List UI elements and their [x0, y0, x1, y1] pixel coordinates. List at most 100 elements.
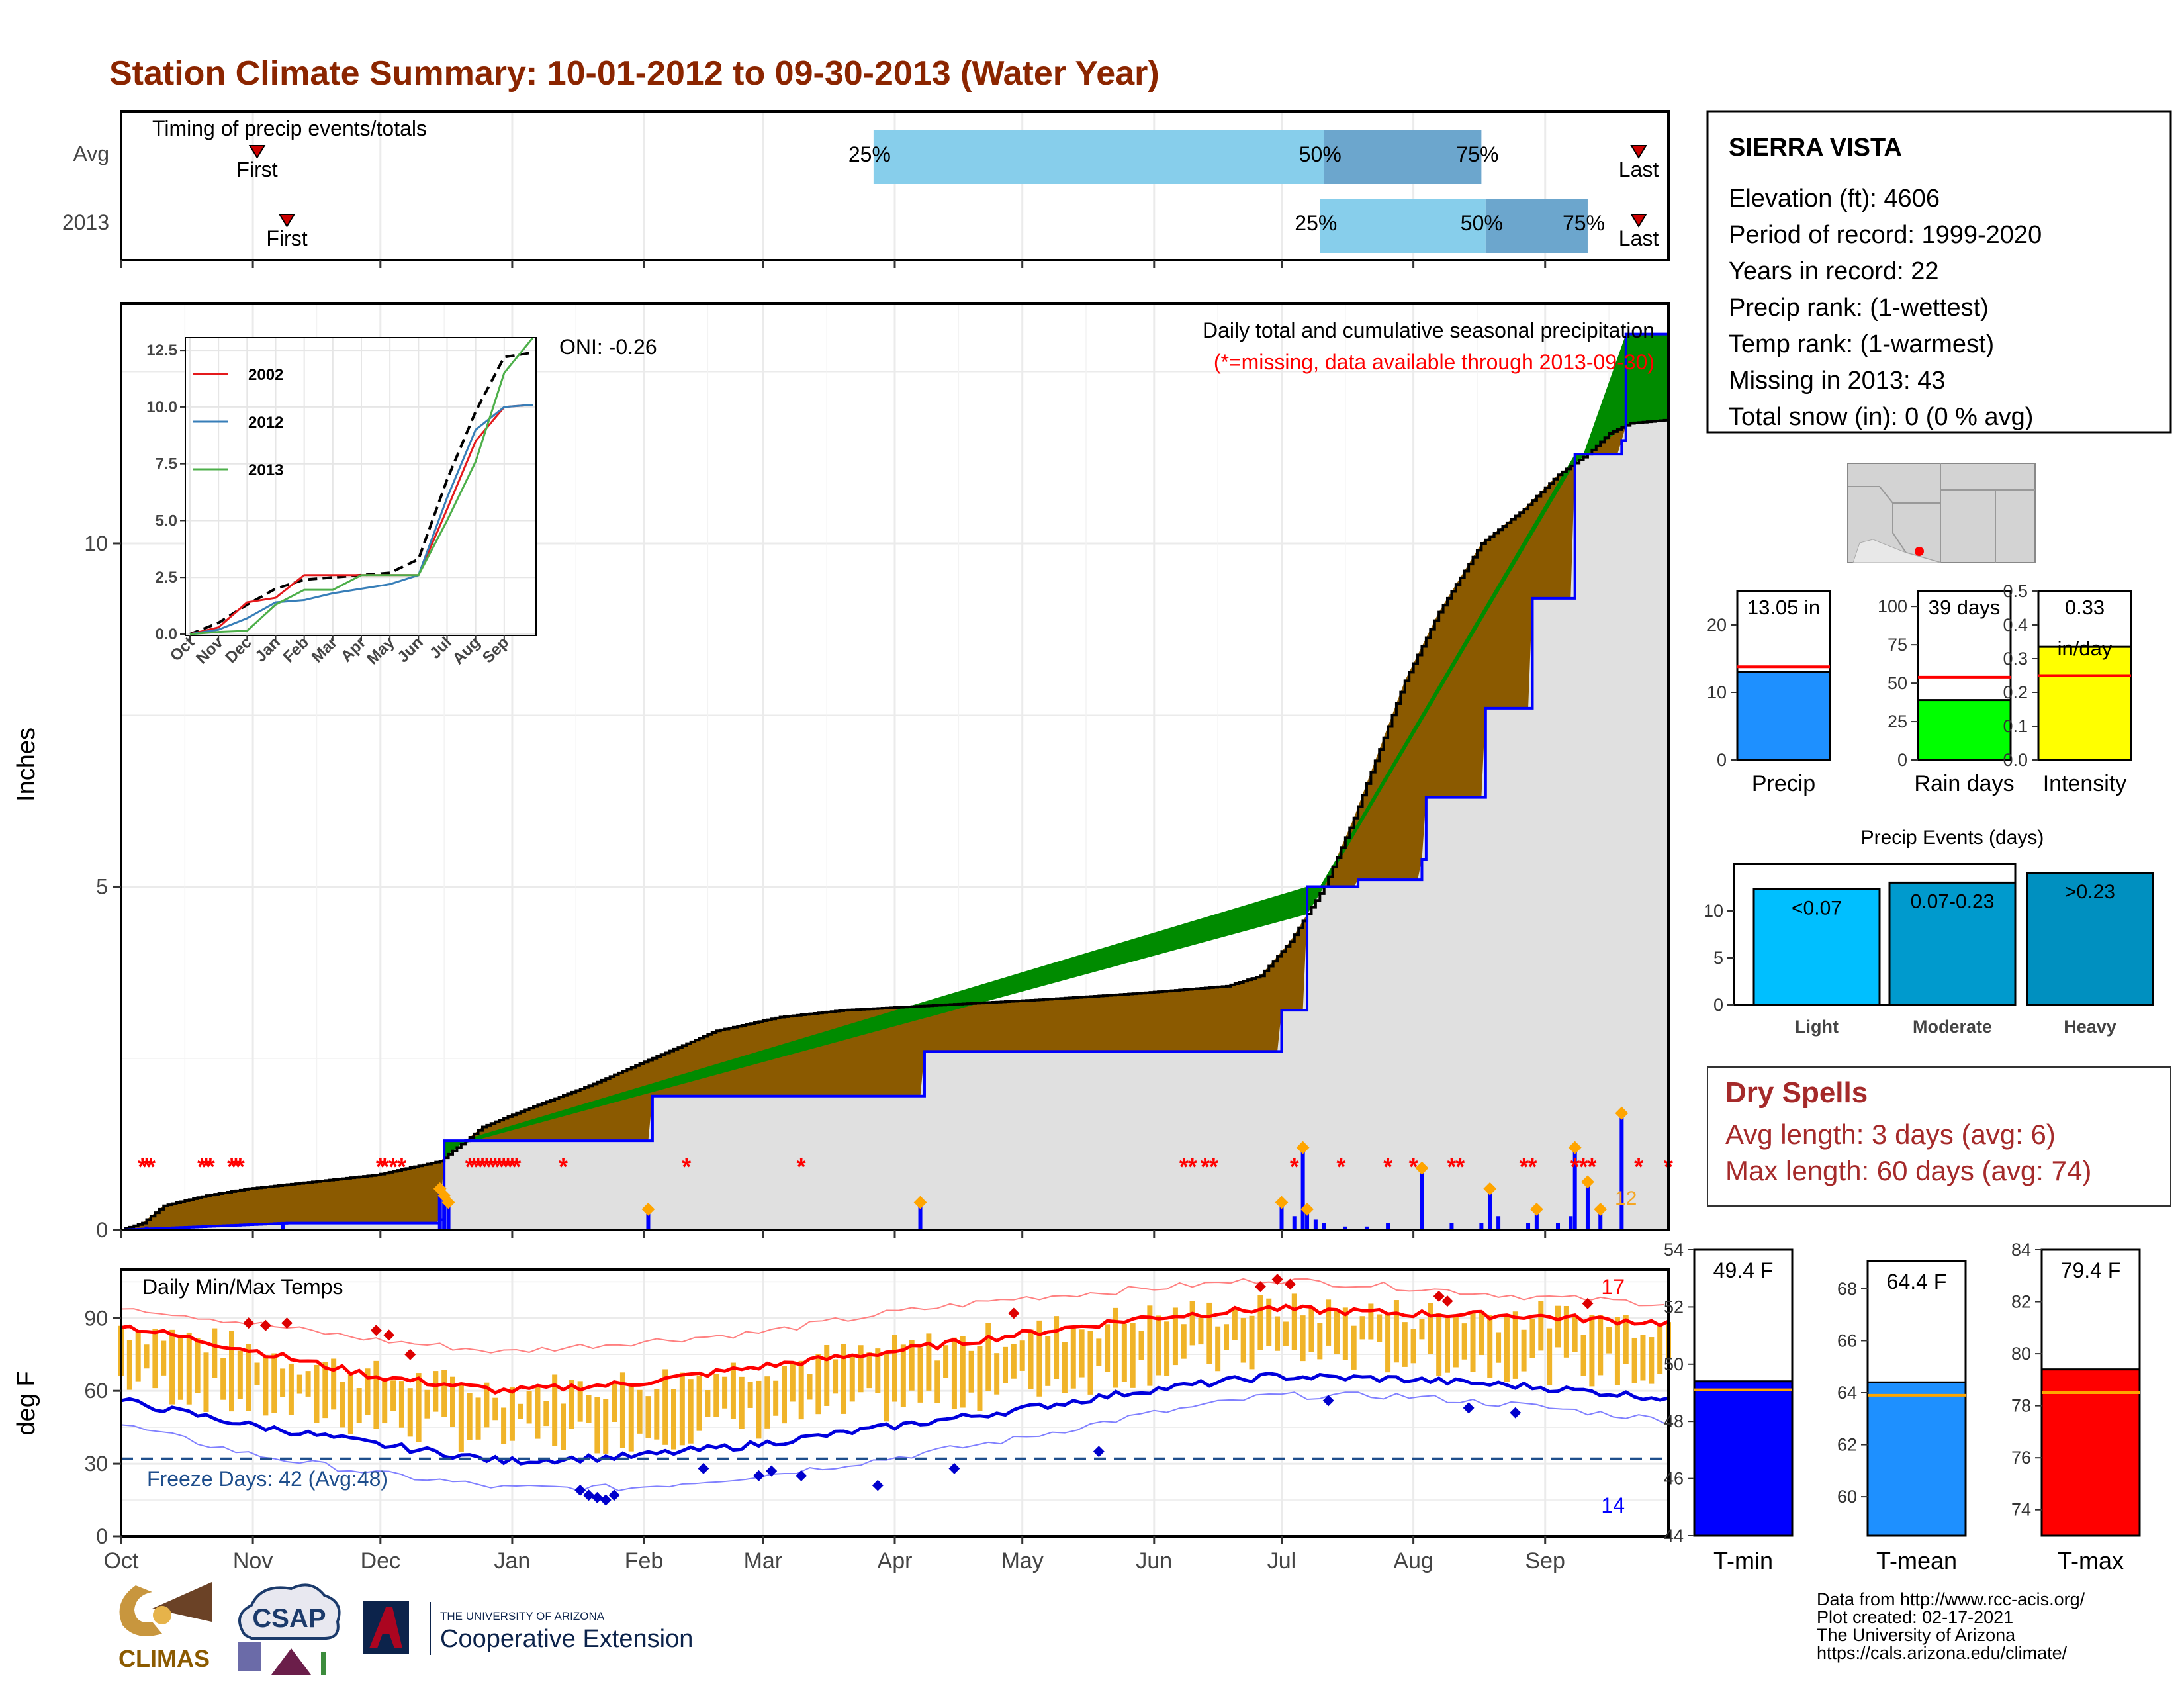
record-low-marker-icon — [766, 1465, 778, 1477]
summary-y-tick-label: 0.4 — [2003, 615, 2028, 635]
missing-day-star-icon: * — [1447, 1153, 1456, 1180]
temp-summary-bars: 49.4 F 44 46 48 50 52 54 T-min 64.4 F 60 62 64 66 68 T… — [1664, 1240, 2141, 1574]
temp-summary-y-tick-label: 60 — [1837, 1487, 1857, 1507]
inset-y-tick-label: 10.0 — [146, 399, 177, 416]
record-low-marker-icon — [1322, 1395, 1334, 1407]
daily-precip-bar — [281, 1223, 285, 1230]
ua-line2: Cooperative Extension — [440, 1625, 693, 1653]
daily-temp-bar — [1385, 1315, 1391, 1373]
inset-chart: 0.02.55.07.510.012.5 OctNovDecJanFebMarA… — [146, 337, 537, 668]
daily-temp-bar — [1351, 1325, 1357, 1370]
timing-title: Timing of precip events/totals — [152, 117, 427, 140]
temp-x-tick-label: Sep — [1525, 1548, 1565, 1573]
temp-summary-y-tick-label: 66 — [1837, 1331, 1857, 1350]
daily-temp-bar — [671, 1389, 676, 1450]
record-high-marker-icon — [1433, 1290, 1445, 1302]
record-low-marker-icon — [1093, 1446, 1105, 1458]
daily-temp-bar — [994, 1353, 1000, 1395]
daily-precip-bar — [1572, 1147, 1577, 1230]
missing-day-star-icon: * — [1179, 1153, 1189, 1180]
temp-summary-y-tick-label: 62 — [1837, 1435, 1857, 1455]
daily-precip-marker-icon — [1594, 1202, 1608, 1216]
daily-temp-bar — [1121, 1323, 1127, 1382]
daily-temp-bar — [619, 1372, 625, 1448]
daily-precip-bar — [1556, 1223, 1560, 1230]
climas-emblem-icon — [119, 1585, 162, 1636]
temp-summary-bar — [2040, 1368, 2141, 1537]
record-low-marker-icon — [583, 1489, 595, 1501]
daily-temp-bar — [1410, 1329, 1416, 1364]
missing-day-star-icon: * — [1527, 1153, 1537, 1180]
daily-temp-bar — [161, 1340, 167, 1376]
observed-cumulative-line — [121, 332, 1668, 1231]
credit-line-2: Plot created: 02-17-2021 — [1817, 1607, 2013, 1627]
climas-logo-text: CLIMAS — [118, 1645, 210, 1672]
daily-temp-bar — [1342, 1307, 1348, 1360]
dry-spells-box: Dry Spells Avg length: 3 days (avg: 6) M… — [1707, 1066, 2171, 1207]
csap-cactus-icon — [321, 1652, 326, 1675]
station-info-box: SIERRA VISTA Elevation (ft): 4606 Period… — [1706, 110, 2172, 434]
daily-precip-bar — [646, 1209, 651, 1230]
temp-summary-bar — [1866, 1381, 1967, 1537]
location-map — [1847, 463, 2036, 563]
inset-legend: 2002 2012 2013 — [193, 366, 283, 479]
precip-events-chart: Precip Events (days) <0.07 Light 0.07-0.23… — [1704, 827, 2154, 1037]
inset-series-line-2013 — [189, 337, 534, 635]
daily-temp-bar — [662, 1369, 668, 1445]
daily-temp-bar — [1572, 1315, 1578, 1352]
daily-precip-marker-icon — [1275, 1196, 1289, 1209]
daily-temp-bar — [305, 1371, 311, 1397]
daily-temp-bar — [424, 1389, 430, 1419]
daily-precip-marker-icon — [1568, 1141, 1582, 1154]
missing-day-star-icon: * — [1209, 1153, 1218, 1180]
inset-y-tick-label: 12.5 — [146, 342, 177, 359]
missing-day-star-icon: * — [503, 1153, 512, 1180]
daily-precip-marker-icon — [1415, 1161, 1429, 1175]
summary-y-tick-label: 0.2 — [2003, 682, 2028, 702]
daily-temp-bar — [1419, 1319, 1425, 1340]
daily-temp-bar — [747, 1382, 753, 1408]
daily-temp-bar — [382, 1379, 388, 1424]
daily-temp-bar — [1189, 1301, 1195, 1346]
temp-summary-label: T-mean — [1876, 1547, 1957, 1574]
station-location-dot — [1915, 547, 1924, 556]
daily-temp-bar — [212, 1328, 218, 1378]
missing-day-star-icon: * — [138, 1153, 147, 1180]
daily-temp-bar — [1240, 1318, 1246, 1363]
record-low-marker-icon — [698, 1462, 709, 1474]
summary-label-rain_days: Rain days — [1914, 771, 2014, 796]
daily-precip-bar — [1619, 1113, 1624, 1230]
record-low-marker-icon — [600, 1494, 612, 1506]
summary-y-tick-label: 50 — [1888, 673, 1907, 693]
daily-precip-marker-icon — [641, 1202, 655, 1216]
inset-legend-label: 2002 — [248, 366, 283, 384]
record-low-marker-icon — [574, 1484, 586, 1496]
record-low-marker-icon — [608, 1489, 620, 1501]
daily-precip-bar — [1526, 1223, 1531, 1230]
missing-day-star-icon: * — [1201, 1153, 1210, 1180]
climas-dot-icon — [153, 1606, 171, 1624]
daily-temp-bar — [985, 1323, 991, 1391]
daily-temp-bar — [773, 1380, 779, 1416]
missing-day-star-icon: * — [236, 1153, 245, 1180]
daily-temp-bar — [798, 1360, 804, 1420]
daily-temp-bar — [943, 1345, 949, 1378]
missing-day-star-icon: * — [474, 1153, 483, 1180]
temp-summary-y-tick-label: 68 — [1837, 1279, 1857, 1299]
daily-temp-bar — [340, 1382, 345, 1428]
daily-temp-bar — [1147, 1305, 1153, 1386]
temp-panel-title: Daily Min/Max Temps — [142, 1275, 343, 1299]
missing-day-star-icon: * — [1188, 1153, 1197, 1180]
daily-temp-bar — [144, 1344, 150, 1369]
daily-precip-bar — [1420, 1168, 1424, 1230]
daily-temp-bar — [1487, 1315, 1493, 1378]
daily-temp-bar — [1028, 1329, 1034, 1390]
record-high-marker-icon — [404, 1348, 416, 1360]
inset-y-tick-label: 5.0 — [156, 512, 177, 530]
daily-temp-bar — [135, 1331, 141, 1382]
inset-y-tick-label: 0.0 — [156, 626, 177, 643]
record-low-marker-icon — [1463, 1402, 1475, 1414]
events-y-tick-label: 10 — [1704, 901, 1723, 921]
events-bar-label: Light — [1795, 1017, 1839, 1037]
